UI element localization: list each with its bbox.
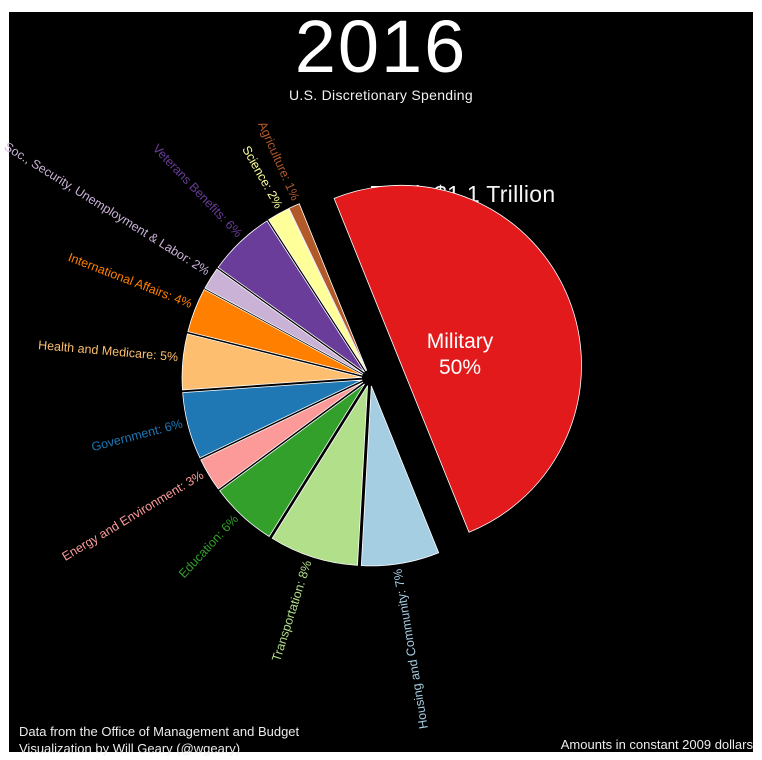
pie-slice-education (219, 383, 365, 538)
chart-canvas (9, 12, 753, 752)
credit-line-2: Visualization by Will Geary (@wgeary) (19, 740, 241, 756)
pie-slice-housing-and-community (360, 385, 440, 567)
pie-slice-agriculture (288, 203, 368, 371)
pie-slice-soc-security-unemployment-labor (204, 268, 364, 375)
pie-slice-government (182, 379, 363, 459)
slice-label-soc-security-unemployment-labor: Soc., Security, Unemployment & Labor: 2% (2, 139, 212, 278)
pie-slice-energy-and-environment (200, 381, 364, 490)
slice-label-government: Government: 6% (90, 417, 184, 454)
slice-label-energy-and-environment: Energy and Environment: 3% (60, 468, 207, 564)
credit-line-1: Data from the Office of Management and B… (19, 724, 300, 739)
footer-credits: Data from the Office of Management and B… (19, 724, 299, 757)
slice-label-health-and-medicare: Health and Medicare: 5% (38, 338, 179, 364)
pie-slice-science (268, 208, 367, 372)
slice-label-veterans-benefits: Veterans Benefits: 6% (150, 142, 245, 241)
pie-slice-military (333, 184, 582, 533)
slice-label-housing-and-community: Housing and Community: 7% (391, 568, 431, 730)
slice-inner-label-military: Military 50% (427, 330, 494, 379)
pie-slice-health-and-medicare (181, 333, 363, 391)
pie-slice-transportation (271, 385, 368, 566)
pie-slice-veterans-benefits (217, 220, 365, 373)
chart-subtitle: U.S. Discretionary Spending (289, 87, 473, 103)
pie-wedges (181, 184, 582, 567)
slice-label-transportation: Transportation: 8% (269, 559, 314, 663)
slice-label-education: Education: 6% (176, 512, 241, 581)
pie-slice-international-affairs (187, 288, 363, 376)
footer-note: Amounts in constant 2009 dollars (560, 737, 753, 752)
chart-title: 2016 (294, 5, 468, 88)
